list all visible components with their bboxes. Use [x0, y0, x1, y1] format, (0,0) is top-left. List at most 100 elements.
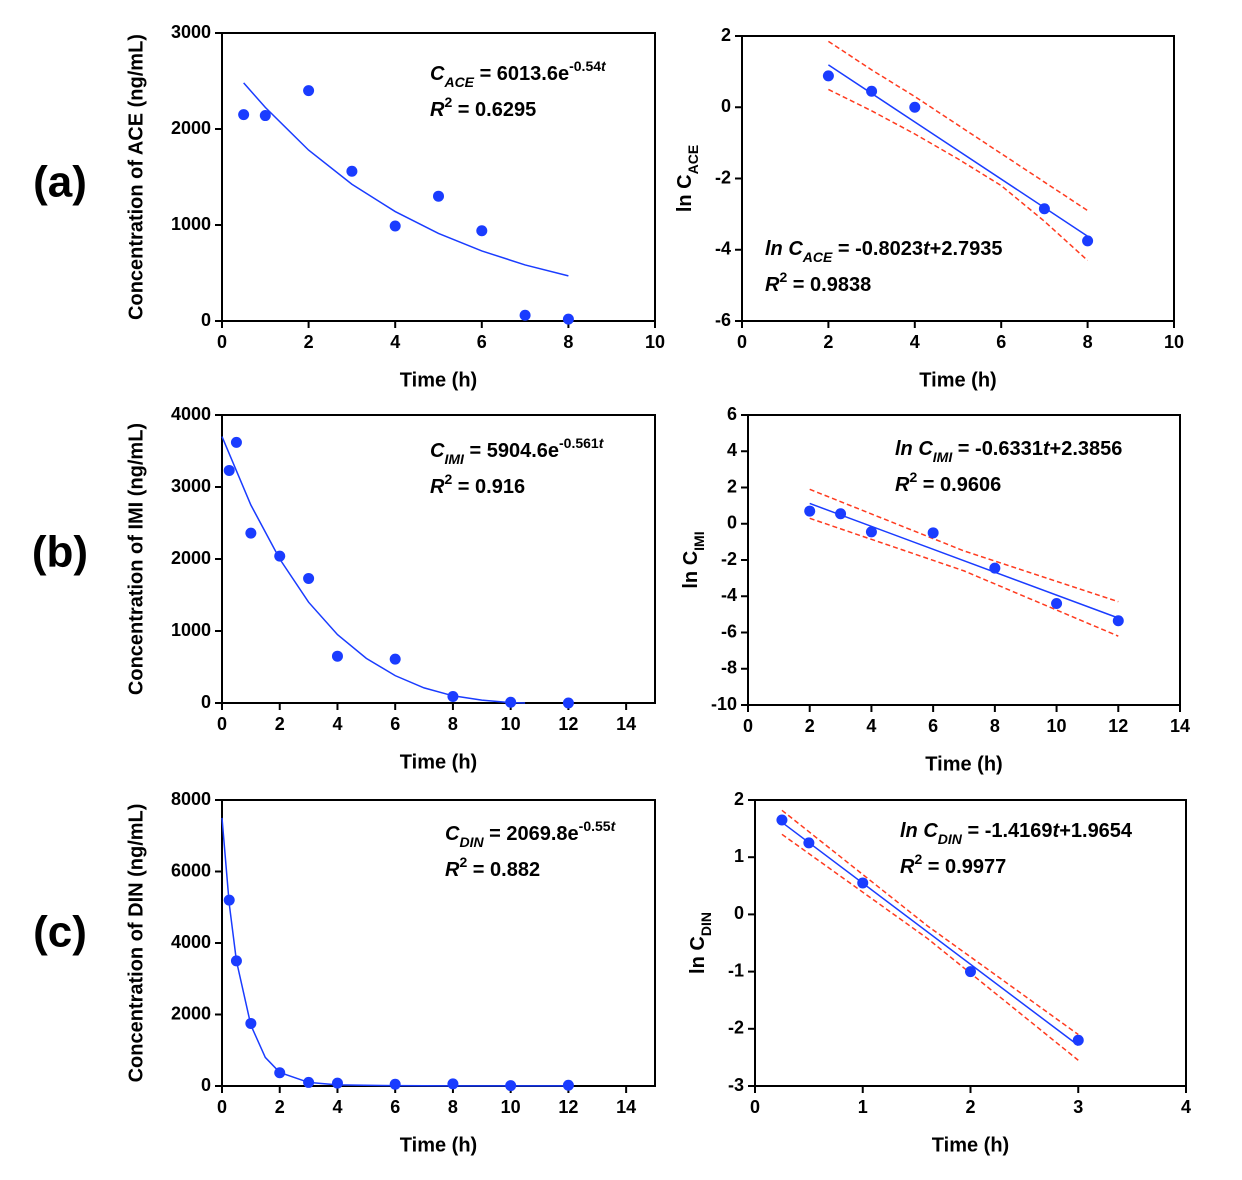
y-tick-label: 2000: [171, 1003, 211, 1023]
text-segment: ln C: [680, 551, 702, 589]
y-tick-label: -6: [721, 621, 737, 641]
x-tick-label: 14: [616, 714, 636, 734]
x-tick-label: 2: [965, 1097, 975, 1117]
data-point: [223, 464, 235, 476]
x-tick-label: 10: [501, 714, 521, 734]
text-segment: ln C: [900, 820, 938, 842]
x-tick-label: 0: [217, 332, 227, 352]
text-segment: = 0.9977: [922, 856, 1006, 878]
equation: R2 = 0.6295: [430, 94, 536, 122]
x-tick-label: 8: [448, 714, 458, 734]
data-point: [505, 1080, 517, 1092]
y-tick-label: 2000: [171, 548, 211, 568]
y-axis-label: ln CACE: [674, 145, 700, 212]
fit-line: [221, 817, 569, 1087]
plot-frame: [754, 799, 1187, 1087]
x-tick-label: 4: [1181, 1097, 1191, 1117]
text-segment: ln C: [687, 936, 709, 974]
y-tick-label: 0: [201, 310, 211, 330]
text-segment: ACE: [685, 145, 701, 175]
x-tick-label: 3: [1073, 1097, 1083, 1117]
x-axis-label: Time (h): [925, 753, 1002, 775]
panel-label: (a): [33, 158, 87, 207]
text-segment: = 5904.6e: [464, 440, 559, 462]
data-point: [238, 109, 250, 121]
fit-line: [243, 82, 569, 277]
text-segment: ln C: [895, 438, 933, 460]
y-tick-label: -6: [715, 310, 731, 330]
text-segment: 2: [444, 94, 452, 110]
x-tick-label: 8: [448, 1097, 458, 1117]
confidence-band: [809, 488, 1119, 603]
data-point: [562, 697, 574, 709]
panel: 0 2 4 6 8 10 12 14 0 1000 2000 3000 4000 Time (h) Conc…: [125, 404, 656, 773]
x-tick-label: 14: [1170, 716, 1190, 736]
y-tick-label: 0: [201, 692, 211, 712]
y-tick-label: 2: [734, 789, 744, 809]
text-segment: DIN: [698, 912, 714, 936]
data-point: [865, 526, 877, 538]
confidence-band: [827, 40, 1089, 212]
data-point: [346, 165, 358, 177]
x-tick-label: 14: [616, 1097, 636, 1117]
data-point: [866, 85, 878, 97]
x-tick-label: 1: [858, 1097, 868, 1117]
y-tick-label: 2: [727, 476, 737, 496]
y-axis-label: Concentration of IMI (ng/mL): [125, 423, 147, 695]
equation: ln CACE = -0.8023t+2.7935: [765, 238, 1003, 264]
y-axis-label: ln CDIN: [687, 912, 713, 974]
y-tick-label: 3000: [171, 22, 211, 42]
x-tick-label: 0: [217, 714, 227, 734]
y-tick-label: 0: [727, 513, 737, 533]
y-tick-label: 3000: [171, 476, 211, 496]
text-segment: t: [1053, 820, 1061, 842]
x-tick-label: 2: [275, 1097, 285, 1117]
equation: R2 = 0.9606: [895, 469, 1001, 497]
text-segment: +2.7935: [930, 238, 1003, 260]
x-tick-label: 12: [1108, 716, 1128, 736]
confidence-band: [781, 833, 1079, 1061]
x-tick-label: 12: [558, 714, 578, 734]
y-tick-label: 1: [734, 846, 744, 866]
data-point: [989, 562, 1001, 574]
data-point: [274, 1067, 286, 1079]
plot-frame: [221, 32, 656, 322]
y-tick-label: 0: [721, 96, 731, 116]
x-axis-label: Time (h): [919, 369, 996, 391]
data-point: [245, 527, 257, 539]
text-segment: ACE: [802, 249, 833, 265]
data-point: [230, 436, 242, 448]
data-point: [776, 814, 788, 826]
data-point: [1051, 598, 1063, 609]
y-tick-label: -2: [728, 1018, 744, 1038]
text-segment: t: [599, 435, 605, 451]
data-point: [447, 691, 459, 703]
data-point: [1038, 203, 1050, 215]
equation: ln CIMI = -0.6331t+2.3856: [895, 438, 1122, 464]
text-segment: -0.55: [579, 818, 611, 834]
data-point: [389, 1078, 401, 1090]
x-tick-label: 6: [390, 1097, 400, 1117]
x-tick-label: 0: [743, 716, 753, 736]
y-tick-label: -3: [728, 1075, 744, 1095]
text-segment: t: [611, 818, 617, 834]
data-point: [1082, 235, 1094, 247]
panel-label: (c): [33, 908, 87, 957]
data-point: [965, 966, 976, 978]
x-tick-label: 10: [645, 332, 665, 352]
x-tick-label: 2: [304, 332, 314, 352]
y-tick-label: 2: [721, 25, 731, 45]
text-segment: -0.54: [569, 58, 601, 74]
data-point: [303, 85, 315, 97]
x-axis-label: Time (h): [400, 751, 477, 773]
text-segment: 2: [914, 851, 922, 867]
equation: R2 = 0.916: [430, 471, 525, 499]
data-point: [835, 508, 847, 520]
text-segment: t: [1043, 438, 1051, 460]
text-segment: ln C: [765, 238, 803, 260]
x-tick-label: 6: [477, 332, 487, 352]
